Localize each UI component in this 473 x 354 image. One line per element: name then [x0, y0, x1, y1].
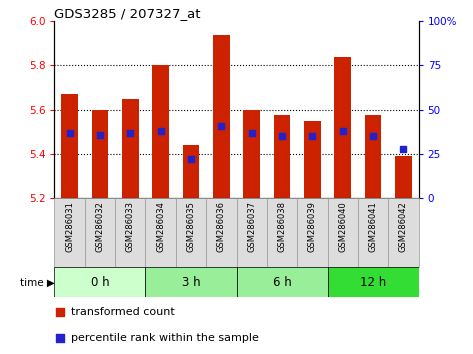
- Point: [248, 130, 255, 136]
- Point: [278, 133, 286, 139]
- Text: GSM286039: GSM286039: [308, 201, 317, 252]
- Text: GSM286037: GSM286037: [247, 201, 256, 252]
- Point: [187, 156, 195, 162]
- Bar: [122, 99, 139, 198]
- Text: 3 h: 3 h: [182, 276, 200, 289]
- Text: GSM286038: GSM286038: [278, 201, 287, 252]
- Point: [218, 123, 225, 129]
- Bar: [395, 156, 412, 198]
- Text: GSM286034: GSM286034: [156, 201, 165, 252]
- Bar: [54, 198, 85, 267]
- Text: 6 h: 6 h: [272, 276, 291, 289]
- Bar: [176, 198, 206, 267]
- Text: GSM286041: GSM286041: [368, 201, 377, 252]
- Point: [400, 146, 407, 152]
- Bar: [327, 198, 358, 267]
- Bar: [115, 198, 146, 267]
- Text: GSM286042: GSM286042: [399, 201, 408, 252]
- Text: 12 h: 12 h: [360, 276, 386, 289]
- Bar: [92, 110, 108, 198]
- Bar: [243, 110, 260, 198]
- Text: 0 h: 0 h: [91, 276, 109, 289]
- Point: [157, 128, 165, 134]
- Bar: [358, 198, 388, 267]
- Bar: [206, 198, 236, 267]
- Bar: [334, 57, 351, 198]
- Point: [96, 132, 104, 137]
- Text: GSM286040: GSM286040: [338, 201, 347, 252]
- Bar: [236, 198, 267, 267]
- Bar: [61, 94, 78, 198]
- Text: GDS3285 / 207327_at: GDS3285 / 207327_at: [54, 7, 201, 20]
- Text: transformed count: transformed count: [71, 307, 175, 318]
- Bar: [365, 115, 381, 198]
- Bar: [327, 267, 419, 297]
- Text: GSM286036: GSM286036: [217, 201, 226, 252]
- Bar: [152, 65, 169, 198]
- Bar: [274, 115, 290, 198]
- Point: [282, 238, 290, 243]
- Point: [308, 133, 316, 139]
- Bar: [213, 34, 230, 198]
- Text: GSM286033: GSM286033: [126, 201, 135, 252]
- Bar: [236, 267, 327, 297]
- Bar: [145, 198, 176, 267]
- Text: GSM286035: GSM286035: [186, 201, 195, 252]
- Text: GSM286032: GSM286032: [96, 201, 105, 252]
- Point: [282, 7, 290, 13]
- Bar: [297, 198, 327, 267]
- Bar: [267, 198, 297, 267]
- Bar: [183, 145, 199, 198]
- Bar: [304, 121, 321, 198]
- Point: [339, 128, 347, 134]
- Bar: [145, 267, 236, 297]
- Point: [126, 130, 134, 136]
- Text: percentile rank within the sample: percentile rank within the sample: [71, 333, 259, 343]
- Bar: [85, 198, 115, 267]
- Bar: [54, 267, 146, 297]
- Bar: [388, 198, 419, 267]
- Point: [66, 130, 73, 136]
- Text: time ▶: time ▶: [19, 277, 54, 287]
- Text: GSM286031: GSM286031: [65, 201, 74, 252]
- Point: [369, 133, 377, 139]
